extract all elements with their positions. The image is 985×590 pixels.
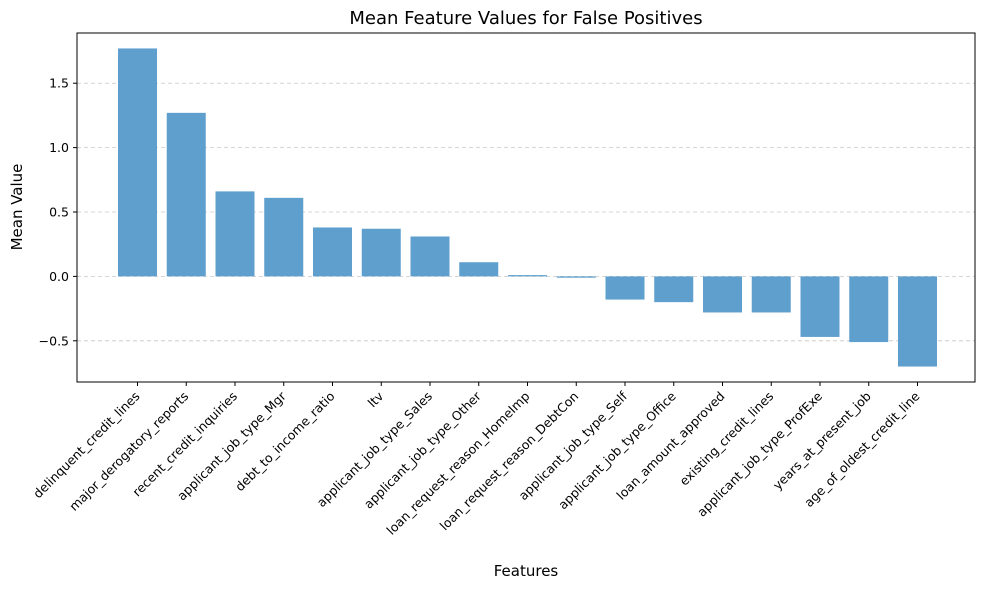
- y-axis: −0.5 0.0 0.5 1.0 1.5: [39, 76, 77, 348]
- bar: [898, 276, 937, 367]
- bar: [849, 276, 889, 343]
- y-tick-label: 1.5: [49, 76, 69, 91]
- x-axis: delinquent_credit_linesmajor_derogatory_…: [30, 382, 923, 538]
- bar: [508, 275, 547, 277]
- x-tick-label: debt_to_income_ratio: [232, 389, 338, 495]
- y-tick-label: 0.5: [49, 205, 69, 220]
- x-tick-label: existing_credit_lines: [676, 389, 776, 489]
- bars-group: [118, 48, 937, 367]
- bar: [703, 276, 742, 313]
- x-tick-label: years_at_present_job: [770, 388, 874, 492]
- bar: [313, 227, 352, 277]
- bar: [751, 276, 791, 313]
- bar: [459, 262, 499, 277]
- grid-lines: [77, 82, 975, 342]
- bar: [605, 276, 645, 300]
- y-axis-label: Mean Value: [8, 164, 26, 251]
- plot-frame: [76, 32, 976, 383]
- bar: [556, 276, 596, 278]
- bar: [800, 276, 840, 337]
- bar: [215, 191, 255, 277]
- bar: [654, 276, 694, 303]
- bar: [410, 236, 450, 277]
- y-tick-label: 1.0: [49, 140, 69, 155]
- bar: [166, 112, 206, 277]
- bar: [118, 48, 157, 277]
- chart-title: Mean Feature Values for False Positives: [349, 8, 702, 29]
- x-axis-label: Features: [494, 562, 559, 580]
- bar: [361, 228, 401, 277]
- bar: [264, 197, 304, 277]
- x-tick-label: ltv: [365, 388, 387, 410]
- y-tick-label: 0.0: [49, 269, 69, 284]
- y-tick-label: −0.5: [39, 333, 69, 348]
